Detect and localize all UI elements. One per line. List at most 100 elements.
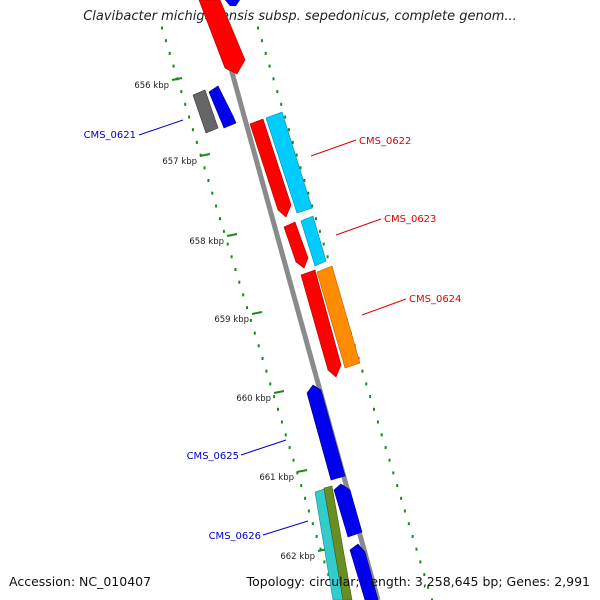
scale-dot [246,306,249,310]
gene-label-cms-0621[interactable]: CMS_0621 [84,130,136,141]
scale-dot [226,242,229,246]
scale-dot [295,153,298,157]
callout-line [138,119,184,136]
scale-dot [261,357,264,360]
scale-dot [264,51,267,55]
tick-label-660: 660 kbp [236,394,271,404]
gene-features [192,0,379,600]
scale-dot [388,458,391,462]
scale-dot [280,102,283,106]
scale-dot [184,102,187,106]
scale-dot [242,293,245,297]
scale-dot [303,179,306,182]
scale-dot [396,484,399,488]
scale-dot [234,268,237,271]
gene-arrow-gray[interactable] [192,89,219,134]
scale-dot [287,128,290,132]
scale-dot [172,64,175,68]
gene-arrow-blue[interactable] [333,483,363,538]
scale-dot [311,522,314,526]
scale-dot [191,128,194,132]
gene-arrow-red[interactable] [198,0,246,75]
gene-arrow-blue[interactable] [349,543,379,600]
scale-dot [400,496,403,500]
gene-label-cms-0626[interactable]: CMS_0626 [209,531,261,542]
scale-dot [195,140,198,144]
scale-dot [291,140,294,144]
scale-dot [161,26,163,30]
gene-label-cms-0625[interactable]: CMS_0625 [187,451,239,462]
callout-line [310,139,357,157]
scale-dot [238,280,241,284]
gene-arrow-cms-0626[interactable] [314,488,344,600]
gene-arrow-olive[interactable] [323,485,353,600]
gene-arrow-red[interactable] [300,269,342,378]
scale-dot [180,90,183,94]
callout-line [361,298,407,316]
scale-dot [376,420,379,424]
scale-dot [300,484,303,488]
gene-label-cms-0622[interactable]: CMS_0622 [359,136,411,147]
tick-label-661: 661 kbp [259,473,294,483]
tick-mark [273,390,285,394]
gene-arrow-red[interactable] [283,221,309,269]
scale-dot [315,217,317,221]
scale-dot [304,496,307,500]
gene-arrow-red[interactable] [249,118,292,218]
scale-dot [403,509,406,513]
scale-dot [257,26,259,30]
scale-dot [419,560,422,564]
scale-dot [207,179,210,182]
gene-arrow-cms-0622[interactable] [265,111,313,214]
scale-dot [288,446,291,449]
scale-dot [211,191,214,195]
scale-dot [203,166,206,170]
scale-dot [361,369,364,373]
scale-dot [219,217,221,221]
gene-arrow-cms-0621[interactable] [208,85,237,129]
scale-dot [423,573,426,577]
gene-callouts: CMS_0621 CMS_0622 CMS_0623 CMS_0624 CMS_… [84,119,461,542]
scale-dot [384,446,387,449]
scale-dot [327,573,330,577]
tick-label-659: 659 kbp [214,315,249,325]
scale-dot [257,344,260,348]
gene-arrow-cms-0624[interactable] [316,265,361,369]
scale-dot [392,471,395,475]
scale-dot [365,382,368,386]
scale-dot [277,407,279,411]
gene-label-cms-0623[interactable]: CMS_0623 [384,214,436,225]
tick-label-658: 658 kbp [189,237,224,247]
scale-dot [319,547,322,551]
tick-mark [199,153,211,157]
dotted-scale-left [161,26,337,600]
scale-dot [292,458,295,462]
scale-dot [307,191,310,195]
scale-dot [276,90,279,94]
gene-arrow-cms-0623[interactable] [300,215,327,267]
gene-arrow-cms-0625[interactable] [306,384,346,481]
scale-dot [280,420,283,424]
scale-dot [273,395,276,399]
scale-dot [407,522,410,526]
scale-dot [315,534,318,538]
scale-dot [369,395,372,399]
scale-dot [415,547,418,551]
scale-dot [272,77,275,81]
scale-dot [269,382,272,386]
gene-label-cms-0624[interactable]: CMS_0624 [409,294,461,305]
scale-dot [188,115,191,119]
scale-dot [164,39,167,43]
scale-dot [307,509,310,513]
tick-mark [251,311,263,315]
tick-label-662: 662 kbp [280,552,315,562]
scale-dot [411,534,414,538]
scale-dot [299,166,302,170]
scale-dot [268,64,271,68]
gene-arrow-blue[interactable] [225,0,240,6]
accession-text: Accession: NC_010407 [9,574,152,589]
scale-dot [168,51,171,55]
scale-dot [427,585,430,589]
